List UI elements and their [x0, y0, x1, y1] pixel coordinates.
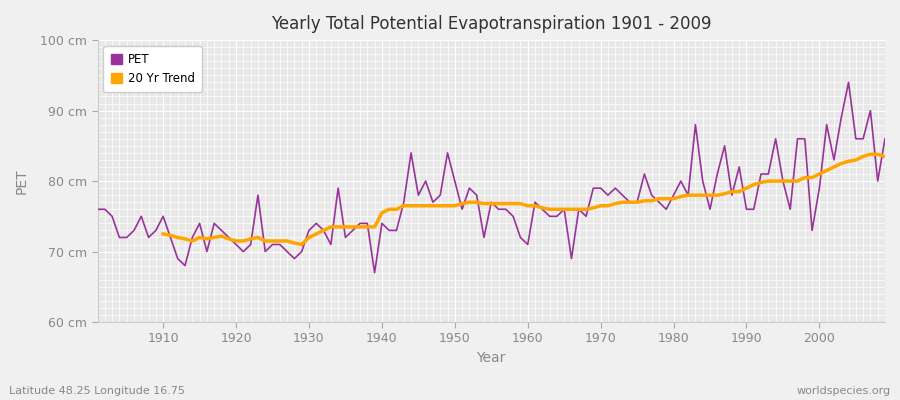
Legend: PET, 20 Yr Trend: PET, 20 Yr Trend — [104, 46, 202, 92]
Y-axis label: PET: PET — [15, 168, 29, 194]
X-axis label: Year: Year — [477, 351, 506, 365]
Text: Latitude 48.25 Longitude 16.75: Latitude 48.25 Longitude 16.75 — [9, 386, 185, 396]
Title: Yearly Total Potential Evapotranspiration 1901 - 2009: Yearly Total Potential Evapotranspiratio… — [271, 15, 712, 33]
Text: worldspecies.org: worldspecies.org — [796, 386, 891, 396]
